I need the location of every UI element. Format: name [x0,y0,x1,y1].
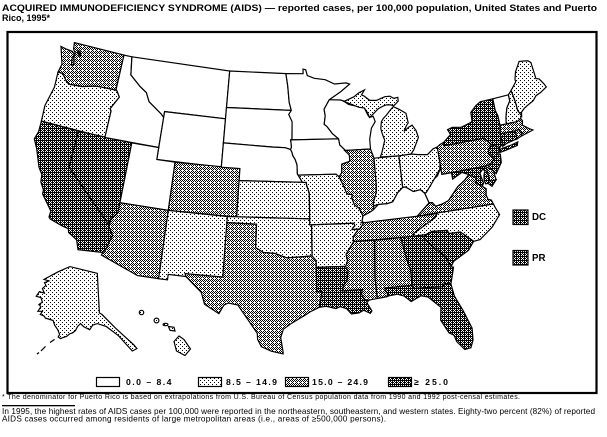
svg-text:* The denominator for Puerto R: * The denominator for Puerto Rico is bas… [2,394,520,401]
svg-text:0.0 – 8.4: 0.0 – 8.4 [126,377,172,387]
svg-text:≥ 25.0: ≥ 25.0 [414,377,448,387]
svg-text:8.5 – 14.9: 8.5 – 14.9 [226,377,277,387]
svg-text:In 1995, the highest rates of: In 1995, the highest rates of AIDS cases… [2,407,595,416]
svg-text:15.0 – 24.9: 15.0 – 24.9 [312,377,368,387]
svg-text:DC: DC [532,212,546,223]
svg-text:Rico, 1995*: Rico, 1995* [2,13,51,23]
svg-text:AIDS cases occurred among resi: AIDS cases occurred among residents of l… [2,415,386,424]
svg-text:PR: PR [532,253,545,264]
svg-text:ACQUIRED IMMUNODEFICIENCY SYND: ACQUIRED IMMUNODEFICIENCY SYNDROME (AIDS… [2,3,598,13]
